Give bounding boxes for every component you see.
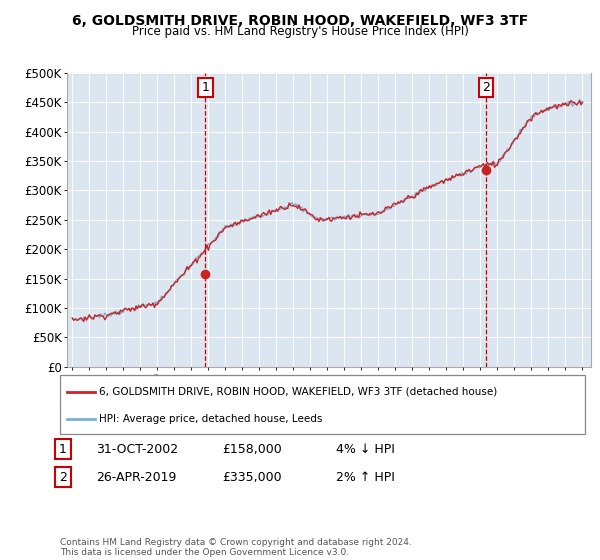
Text: £335,000: £335,000 <box>222 470 281 484</box>
Text: 1: 1 <box>202 81 209 94</box>
Text: Price paid vs. HM Land Registry's House Price Index (HPI): Price paid vs. HM Land Registry's House … <box>131 25 469 38</box>
Text: Contains HM Land Registry data © Crown copyright and database right 2024.
This d: Contains HM Land Registry data © Crown c… <box>60 538 412 557</box>
Text: £158,000: £158,000 <box>222 442 282 456</box>
Text: 4% ↓ HPI: 4% ↓ HPI <box>336 442 395 456</box>
Text: 26-APR-2019: 26-APR-2019 <box>96 470 176 484</box>
Text: 2: 2 <box>482 81 490 94</box>
Text: 31-OCT-2002: 31-OCT-2002 <box>96 442 178 456</box>
Text: 2: 2 <box>59 470 67 484</box>
Text: HPI: Average price, detached house, Leeds: HPI: Average price, detached house, Leed… <box>99 414 322 424</box>
Text: 6, GOLDSMITH DRIVE, ROBIN HOOD, WAKEFIELD, WF3 3TF: 6, GOLDSMITH DRIVE, ROBIN HOOD, WAKEFIEL… <box>72 14 528 28</box>
Text: 1: 1 <box>59 442 67 456</box>
Text: 2% ↑ HPI: 2% ↑ HPI <box>336 470 395 484</box>
Text: 6, GOLDSMITH DRIVE, ROBIN HOOD, WAKEFIELD, WF3 3TF (detached house): 6, GOLDSMITH DRIVE, ROBIN HOOD, WAKEFIEL… <box>99 386 497 396</box>
